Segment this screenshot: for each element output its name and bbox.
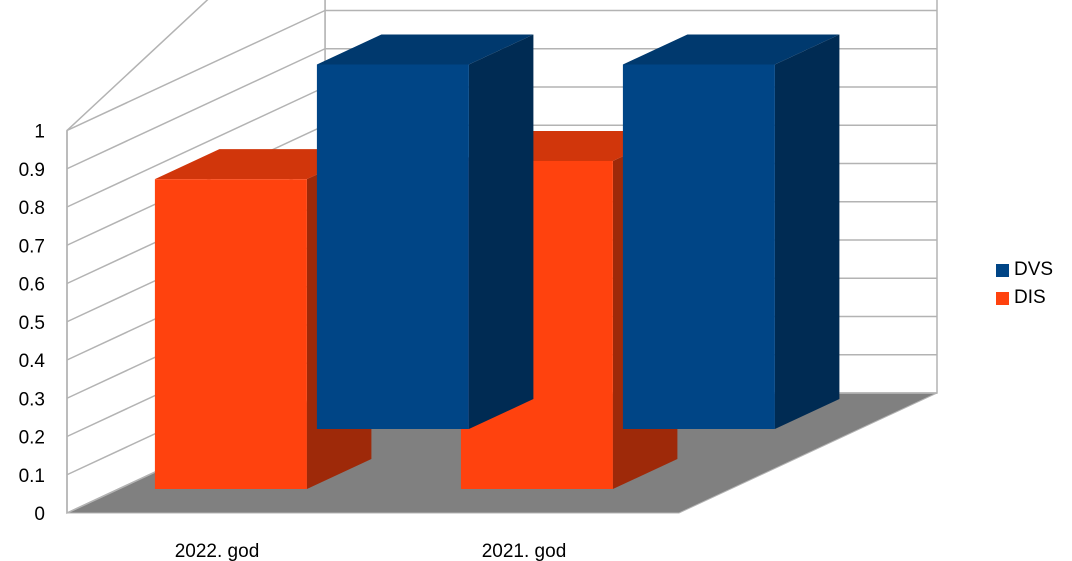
grid-line-side [66, 9, 326, 132]
y-tick-label: 0.1 [19, 466, 45, 487]
legend-label-dvs: DVS [1014, 259, 1054, 280]
y-tick-label: 0.6 [19, 275, 45, 296]
x-category-label: 2021. god [482, 541, 567, 561]
grid-line-side [66, 48, 326, 170]
x-axis-labels: 2022. god 2021. god [175, 541, 567, 561]
y-tick-label: 0.4 [19, 351, 46, 372]
y-tick-label: 0.9 [19, 160, 45, 181]
legend: DVS DIS [996, 256, 1053, 312]
y-tick-label: 0 [34, 504, 45, 525]
legend-item-dis: DIS [996, 284, 1053, 312]
legend-swatch-dis [996, 291, 1009, 305]
bar-dis-0-front [154, 179, 307, 490]
bar-dvs-1 [622, 34, 840, 429]
legend-item-dvs: DVS [996, 256, 1053, 284]
y-tick-label: 0.5 [19, 313, 45, 334]
legend-swatch-dvs [996, 263, 1009, 277]
bar-dvs-0-top [316, 34, 534, 65]
bar-dvs-1-side [774, 34, 840, 429]
bar-dvs-0 [316, 34, 534, 429]
y-tick-label: 0.3 [19, 389, 45, 410]
bar-dvs-0-front [316, 64, 469, 429]
bar-dvs-0-side [468, 34, 534, 429]
y-tick-label: 0.8 [19, 198, 45, 219]
y-tick-label: 0.2 [19, 428, 45, 449]
legend-label-dis: DIS [1014, 287, 1046, 308]
y-tick-label: 1 [34, 122, 45, 143]
bar-dvs-1-front [622, 64, 775, 429]
bar-dvs-1-top [622, 34, 840, 65]
grid-line-side [66, 86, 326, 208]
y-axis-ticks: 0 0.1 0.2 0.3 0.4 0.5 0.6 0.7 0.8 0.9 1 [19, 122, 46, 526]
y-tick-label: 0.7 [19, 236, 45, 257]
x-category-label: 2022. god [175, 541, 260, 561]
bars [154, 34, 840, 490]
